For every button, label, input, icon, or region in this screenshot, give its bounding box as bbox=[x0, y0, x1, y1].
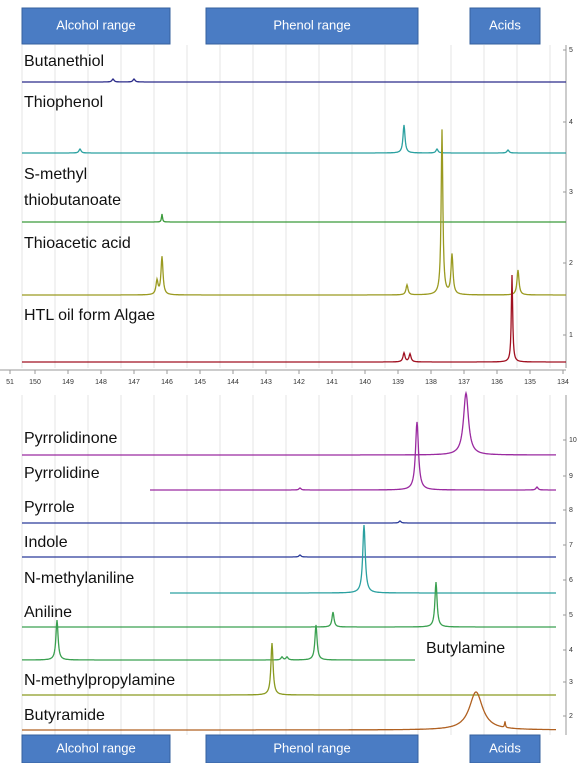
x-tick-label: 135 bbox=[524, 379, 536, 386]
spectrum-label: Pyrrolidinone bbox=[24, 430, 117, 447]
spectrum-label: Butyramide bbox=[24, 707, 105, 724]
x-tick-label: 141 bbox=[326, 379, 338, 386]
spectrum-trace bbox=[22, 581, 556, 628]
spectrum-label: S-methyl bbox=[24, 166, 87, 183]
spectrum-label: Indole bbox=[24, 534, 68, 551]
spectrum-trace bbox=[22, 213, 566, 223]
spectrum-trace bbox=[150, 421, 556, 491]
spectrum-label: N-methylpropylamine bbox=[24, 672, 175, 689]
range-box-label: Phenol range bbox=[273, 17, 350, 32]
y-tick-label: 9 bbox=[569, 473, 573, 480]
spectrum-trace bbox=[22, 691, 556, 731]
range-box bbox=[469, 734, 541, 763]
range-box-label: Phenol range bbox=[273, 740, 350, 755]
y-tick-label: 3 bbox=[569, 189, 573, 196]
spectrum-label: Pyrrolidine bbox=[24, 465, 100, 482]
x-tick-label: 147 bbox=[128, 379, 140, 386]
x-tick-label: 144 bbox=[227, 379, 239, 386]
y-tick-label: 4 bbox=[569, 119, 573, 126]
x-tick-label: 146 bbox=[161, 379, 173, 386]
spectrum-trace bbox=[22, 274, 566, 363]
y-tick-label: 2 bbox=[569, 713, 573, 720]
x-tick-label: 51 bbox=[6, 379, 14, 386]
y-tick-label: 5 bbox=[569, 47, 573, 54]
spectrum-trace bbox=[22, 129, 566, 296]
spectrum-label: Thioacetic acid bbox=[24, 235, 131, 252]
x-tick-label: 142 bbox=[293, 379, 305, 386]
y-tick-label: 5 bbox=[569, 612, 573, 619]
spectrum-label: Butanethiol bbox=[24, 53, 104, 70]
range-box bbox=[21, 734, 171, 763]
x-tick-label: 145 bbox=[194, 379, 206, 386]
range-box bbox=[205, 7, 419, 45]
spectrum-trace bbox=[22, 124, 566, 154]
x-tick-label: 136 bbox=[491, 379, 503, 386]
spectrum-label: N-methylaniline bbox=[24, 570, 134, 587]
range-box-label: Acids bbox=[489, 740, 521, 755]
range-box bbox=[469, 7, 541, 45]
spectrum-trace bbox=[170, 524, 556, 594]
range-box-label: Alcohol range bbox=[56, 740, 136, 755]
spectrum-trace bbox=[22, 554, 556, 558]
x-tick-label: 149 bbox=[62, 379, 74, 386]
range-box bbox=[205, 734, 419, 763]
x-tick-label: 139 bbox=[392, 379, 404, 386]
spectrum-trace bbox=[22, 642, 556, 696]
spectrum-trace bbox=[22, 520, 556, 524]
range-box-label: Alcohol range bbox=[56, 17, 136, 32]
spectrum-trace bbox=[22, 619, 415, 661]
y-tick-label: 10 bbox=[569, 437, 577, 444]
spectrum-label: Butylamine bbox=[426, 640, 505, 657]
y-tick-label: 7 bbox=[569, 542, 573, 549]
x-tick-label: 148 bbox=[95, 379, 107, 386]
y-tick-label: 1 bbox=[569, 332, 573, 339]
spectrum-trace bbox=[22, 390, 556, 456]
x-tick-label: 143 bbox=[260, 379, 272, 386]
spectrum-label: thiobutanoate bbox=[24, 192, 121, 209]
y-tick-label: 3 bbox=[569, 679, 573, 686]
x-tick-label: 137 bbox=[458, 379, 470, 386]
spectrum-label: HTL oil form Algae bbox=[24, 307, 155, 324]
y-tick-label: 8 bbox=[569, 507, 573, 514]
x-tick-label: 138 bbox=[425, 379, 437, 386]
x-tick-label: 134 bbox=[557, 379, 569, 386]
x-tick-label: 140 bbox=[359, 379, 371, 386]
spectrum-trace bbox=[22, 78, 566, 83]
spectrum-label: Thiophenol bbox=[24, 94, 103, 111]
spectrum-label: Aniline bbox=[24, 604, 72, 621]
spectrum-label: Pyrrole bbox=[24, 499, 75, 516]
y-tick-label: 6 bbox=[569, 577, 573, 584]
y-tick-label: 4 bbox=[569, 647, 573, 654]
range-box-label: Acids bbox=[489, 17, 521, 32]
y-tick-label: 2 bbox=[569, 260, 573, 267]
x-tick-label: 150 bbox=[29, 379, 41, 386]
range-box bbox=[21, 7, 171, 45]
